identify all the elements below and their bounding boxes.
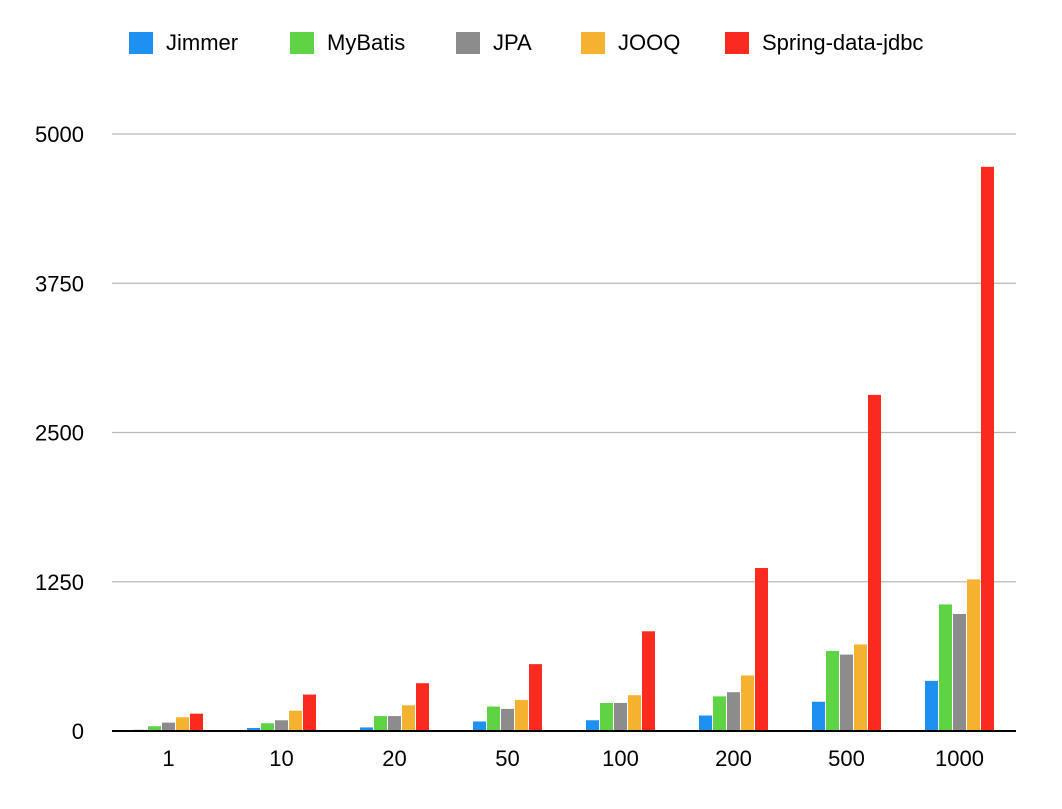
bar-jimmer-200 <box>699 715 712 731</box>
bar-spring-data-jdbc-50 <box>529 664 542 731</box>
legend-item: Jimmer <box>129 30 238 55</box>
bar-mybatis-1 <box>148 726 161 731</box>
bars <box>134 166 994 731</box>
legend-label: Jimmer <box>166 30 238 55</box>
x-axis: 1 10 20 50 100 200 500 1000 <box>112 730 1016 771</box>
bar-spring-data-jdbc-1000 <box>981 166 994 731</box>
legend-item: Spring-data-jdbc <box>725 30 923 55</box>
x-tick-label: 20 <box>382 746 406 771</box>
bar-jooq-1 <box>176 717 189 731</box>
legend-swatch <box>129 32 153 54</box>
bar-jpa-20 <box>388 716 401 731</box>
legend-label: MyBatis <box>327 30 405 55</box>
gridlines <box>112 133 1016 583</box>
bar-jooq-100 <box>628 695 641 731</box>
bar-mybatis-20 <box>374 716 387 731</box>
bar-jooq-50 <box>515 699 528 731</box>
bar-jpa-200 <box>727 692 740 731</box>
bar-jpa-10 <box>275 720 288 731</box>
bar-spring-data-jdbc-10 <box>303 694 316 731</box>
bar-jooq-500 <box>854 644 867 731</box>
legend: Jimmer MyBatis JPA JOOQ Spring-data-jdbc <box>129 30 923 55</box>
bar-jpa-1 <box>162 722 175 731</box>
bar-jooq-1000 <box>967 579 980 731</box>
x-tick-label: 1 <box>162 746 174 771</box>
bar-jpa-100 <box>614 702 627 731</box>
x-tick-label: 10 <box>269 746 293 771</box>
x-tick-label: 200 <box>715 746 752 771</box>
y-tick-label: 5000 <box>35 122 84 147</box>
y-tick-label: 1250 <box>35 570 84 595</box>
x-tick-label: 50 <box>495 746 519 771</box>
legend-label: JOOQ <box>618 30 680 55</box>
bar-mybatis-100 <box>600 702 613 731</box>
bar-mybatis-10 <box>261 723 274 731</box>
bar-jooq-10 <box>289 710 302 731</box>
bar-mybatis-200 <box>713 696 726 731</box>
bar-jimmer-1000 <box>925 680 938 731</box>
y-tick-label: 2500 <box>35 421 84 446</box>
bar-jpa-50 <box>501 708 514 731</box>
bar-spring-data-jdbc-200 <box>755 568 768 731</box>
bar-spring-data-jdbc-500 <box>868 394 881 731</box>
legend-label: Spring-data-jdbc <box>762 30 923 55</box>
bar-jimmer-20 <box>360 727 373 731</box>
y-axis: 0 1250 2500 3750 5000 <box>35 122 84 744</box>
legend-label: JPA <box>493 30 532 55</box>
legend-item: JOOQ <box>581 30 680 55</box>
bar-mybatis-1000 <box>939 604 952 731</box>
legend-swatch <box>290 32 314 54</box>
bar-spring-data-jdbc-100 <box>642 631 655 731</box>
legend-item: MyBatis <box>290 30 405 55</box>
x-tick-label: 1000 <box>935 746 984 771</box>
bar-jimmer-50 <box>473 721 486 731</box>
x-tick-label: 100 <box>602 746 639 771</box>
y-tick-label: 3750 <box>35 271 84 296</box>
bar-spring-data-jdbc-20 <box>416 683 429 731</box>
bar-jimmer-500 <box>812 701 825 731</box>
legend-swatch <box>725 32 749 54</box>
x-tick-label: 500 <box>828 746 865 771</box>
legend-item: JPA <box>456 30 532 55</box>
bar-jimmer-100 <box>586 720 599 731</box>
bar-jimmer-10 <box>247 728 260 731</box>
y-tick-label: 0 <box>72 719 84 744</box>
bar-spring-data-jdbc-1 <box>190 713 203 731</box>
bar-jpa-1000 <box>953 613 966 731</box>
bar-jooq-20 <box>402 705 415 731</box>
legend-swatch <box>456 32 480 54</box>
bar-mybatis-500 <box>826 651 839 731</box>
bar-mybatis-50 <box>487 706 500 731</box>
bar-jpa-500 <box>840 654 853 731</box>
legend-swatch <box>581 32 605 54</box>
bar-jooq-200 <box>741 675 754 731</box>
